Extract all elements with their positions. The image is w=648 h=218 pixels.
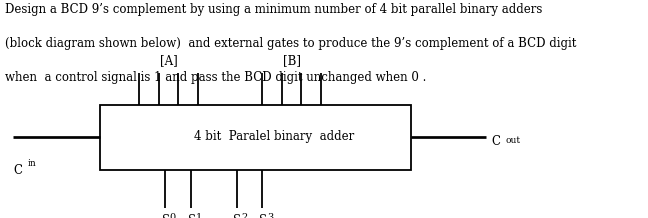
Text: S: S — [188, 214, 196, 218]
Text: 0: 0 — [170, 213, 176, 218]
Text: 4 bit  Paralel binary  adder: 4 bit Paralel binary adder — [194, 129, 354, 143]
Text: C: C — [13, 164, 22, 177]
Text: S: S — [259, 214, 268, 218]
Text: 2: 2 — [241, 213, 248, 218]
Text: (block diagram shown below)  and external gates to produce the 9’s complement of: (block diagram shown below) and external… — [5, 37, 577, 50]
Text: in: in — [27, 159, 36, 168]
Text: [B]: [B] — [283, 54, 301, 68]
Text: C: C — [491, 135, 500, 148]
Text: S: S — [162, 214, 170, 218]
Text: 3: 3 — [267, 213, 273, 218]
Text: out: out — [505, 136, 520, 145]
Text: [A]: [A] — [159, 54, 178, 68]
Text: Design a BCD 9’s complement by using a minimum number of 4 bit parallel binary a: Design a BCD 9’s complement by using a m… — [5, 3, 542, 16]
Text: 1: 1 — [196, 213, 202, 218]
Bar — [100, 105, 411, 170]
Text: when  a control signal is 1 and pass the BCD digit unchanged when 0 .: when a control signal is 1 and pass the … — [5, 71, 426, 84]
Text: S: S — [233, 214, 242, 218]
